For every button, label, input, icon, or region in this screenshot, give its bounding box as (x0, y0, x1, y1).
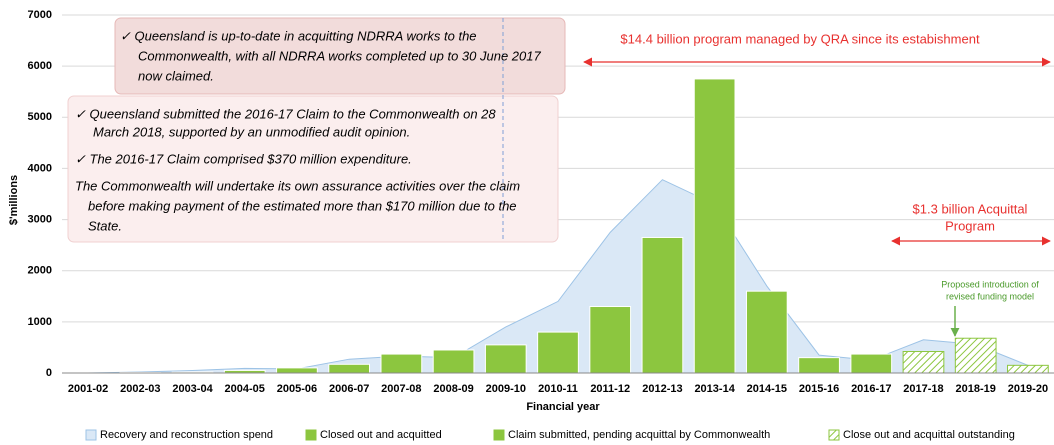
x-tick-label: 2005-06 (277, 383, 317, 395)
y-tick-label: 0 (46, 367, 52, 379)
annotations: ✓ Queensland is up-to-date in acquitting… (67, 17, 1051, 337)
annotation-text: ✓ The 2016-17 Claim comprised $370 milli… (75, 151, 412, 166)
bar (641, 236, 684, 374)
annotation-text: March 2018, supported by an unmodified a… (93, 124, 410, 139)
y-tick-label: 3000 (28, 213, 52, 225)
x-tick-label: 2008-09 (433, 383, 473, 395)
bar (328, 363, 371, 374)
y-tick-label: 2000 (28, 265, 52, 277)
x-tick-label: 2004-05 (225, 383, 265, 395)
x-tick-label: 2015-16 (799, 383, 839, 395)
bar (902, 351, 945, 374)
x-tick-label: 2002-03 (120, 383, 160, 395)
x-tick-label: 2003-04 (172, 383, 213, 395)
x-tick-label: 2011-12 (590, 383, 630, 395)
x-tick-label: 2017-18 (903, 383, 943, 395)
bar (693, 78, 736, 374)
x-tick-label: 2018-19 (955, 383, 995, 395)
bar (798, 357, 840, 374)
annotation-text: The Commonwealth will undertake its own … (75, 178, 520, 193)
y-tick-label: 7000 (28, 9, 52, 21)
x-tick-label: 2014-15 (747, 383, 787, 395)
legend-label: Claim submitted, pending acquittal by Co… (508, 429, 770, 441)
y-tick-label: 5000 (28, 111, 52, 123)
y-tick-label: 6000 (28, 60, 52, 72)
annotation-text: before making payment of the estimated m… (88, 198, 517, 213)
y-axis-label: $'millions (8, 175, 20, 225)
x-tick-label: 2007-08 (381, 383, 421, 395)
legend-swatch (305, 429, 317, 441)
bar (589, 306, 632, 374)
y-tick-label: 4000 (28, 162, 52, 174)
x-tick-label: 2019-20 (1008, 383, 1048, 395)
x-tick-label: 2010-11 (538, 383, 578, 395)
legend-label: Recovery and reconstruction spend (100, 429, 273, 441)
y-tick-label: 1000 (28, 316, 52, 328)
annotation-text: Commonwealth, with all NDRRA works compl… (138, 48, 541, 63)
annotation-text: ✓ Queensland submitted the 2016-17 Claim… (75, 106, 496, 121)
bar (954, 337, 997, 374)
annotation-box (67, 95, 559, 243)
annotation-text: State. (88, 218, 122, 233)
x-tick-label: 2013-14 (694, 383, 735, 395)
bar (432, 349, 475, 374)
legend-label: Closed out and acquitted (320, 429, 442, 441)
x-tick-label: 2006-07 (329, 383, 369, 395)
bar (484, 344, 527, 374)
program-label: $14.4 billion program managed by QRA sin… (620, 31, 980, 46)
bar (380, 353, 423, 374)
proposed-label: revised funding model (946, 291, 1034, 301)
annotation-text: ✓ Queensland is up-to-date in acquitting… (120, 28, 477, 43)
bar (745, 290, 788, 374)
acquittal-label: Program (945, 218, 995, 233)
legend-label: Close out and acquittal outstanding (843, 429, 1015, 441)
x-tick-label: 2012-13 (642, 383, 682, 395)
annotation-box (114, 17, 566, 95)
x-tick-label: 2001-02 (68, 383, 108, 395)
legend-swatch (85, 429, 97, 441)
bar (1007, 364, 1049, 374)
x-axis-label: Financial year (526, 401, 600, 413)
x-tick-label: 2016-17 (851, 383, 891, 395)
annotation-text: now claimed. (138, 68, 214, 83)
bar (276, 367, 318, 374)
proposed-label: Proposed introduction of (941, 279, 1039, 289)
x-tick-label: 2009-10 (486, 383, 526, 395)
bar (850, 353, 893, 374)
legend-swatch (828, 429, 840, 441)
bar (537, 331, 579, 374)
acquittal-label: $1.3 billion Acquittal (913, 201, 1028, 216)
legend-swatch (493, 429, 505, 441)
